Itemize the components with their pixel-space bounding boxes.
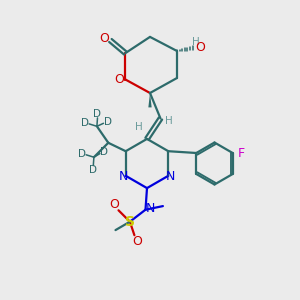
Text: D: D — [81, 118, 89, 128]
Text: N: N — [166, 170, 175, 183]
Text: N: N — [146, 202, 156, 215]
Text: O: O — [114, 73, 124, 86]
Text: D: D — [100, 147, 108, 158]
Text: D: D — [94, 109, 101, 119]
Text: D: D — [104, 117, 112, 127]
Text: H: H — [165, 116, 173, 126]
Text: D: D — [89, 165, 97, 175]
Text: O: O — [133, 235, 142, 248]
Text: F: F — [238, 146, 244, 160]
Text: H: H — [192, 37, 200, 47]
Text: O: O — [109, 198, 119, 211]
Text: O: O — [195, 41, 205, 54]
Text: N: N — [118, 170, 128, 183]
Text: S: S — [125, 215, 135, 229]
Polygon shape — [148, 93, 152, 107]
Text: O: O — [99, 32, 109, 45]
Text: D: D — [78, 148, 86, 159]
Text: H: H — [135, 122, 142, 133]
